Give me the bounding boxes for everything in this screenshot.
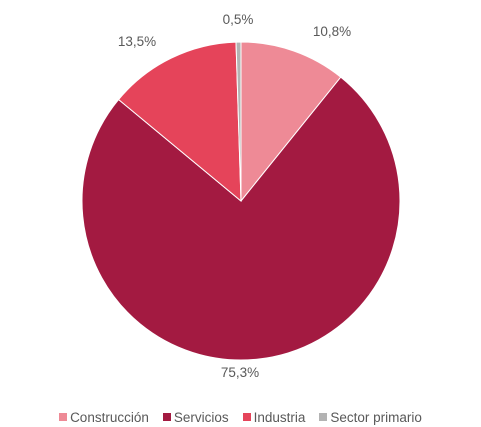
legend-swatch-servicios bbox=[162, 413, 171, 421]
legend-label-industria: Industria bbox=[253, 409, 306, 425]
pie-slice-construccion bbox=[240, 41, 342, 203]
legend-item-industria: Industria bbox=[242, 408, 306, 426]
legend-swatch-industria bbox=[242, 413, 251, 421]
slice-label-servicios: 75,3% bbox=[221, 365, 259, 380]
legend-item-servicios: Servicios bbox=[162, 408, 229, 426]
pie-slice-industria bbox=[117, 41, 242, 203]
slice-label-construccion: 10,8% bbox=[313, 24, 351, 39]
legend-label-construccion: Construcción bbox=[70, 409, 149, 425]
slice-label-industria: 13,5% bbox=[118, 34, 156, 49]
legend-item-construccion: Construcción bbox=[59, 408, 149, 426]
legend-label-sector-primario: Sector primario bbox=[330, 409, 422, 425]
slice-label-sector-primario: 0,5% bbox=[223, 12, 254, 27]
legend-item-sector-primario: Sector primario bbox=[319, 408, 422, 426]
legend-label-servicios: Servicios bbox=[173, 409, 229, 425]
legend: Construcción Servicios Industria Sector … bbox=[0, 408, 481, 426]
pie-slice-servicios bbox=[81, 76, 401, 361]
legend-swatch-sector-primario bbox=[319, 413, 328, 421]
pie-slice-sector-primario bbox=[235, 41, 242, 202]
legend-swatch-construccion bbox=[59, 413, 68, 421]
